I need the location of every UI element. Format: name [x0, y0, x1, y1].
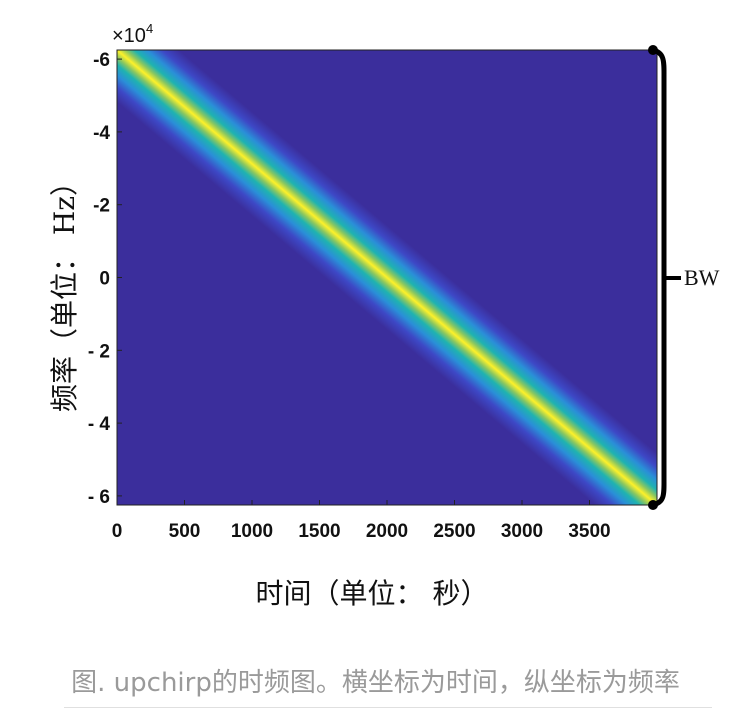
- bw-bracket: [648, 45, 681, 510]
- caption-divider: [64, 707, 712, 708]
- y-axis-ticks: -6 -4 -2 0 - 2 - 4 - 6: [88, 50, 122, 508]
- x-tick-label: 3500: [568, 521, 610, 542]
- x-tick-label: 0: [112, 521, 123, 542]
- x-tick-label: 2500: [433, 521, 475, 542]
- x-axis-label: 时间（单位： 秒）: [256, 577, 489, 610]
- x-tick-label: 1000: [231, 521, 273, 542]
- x-axis-ticks: 0 500 1000 1500 2000 2500 3000 3500: [112, 500, 611, 542]
- bw-label: BW: [684, 265, 720, 290]
- y-multiplier-label: ×104: [112, 21, 153, 47]
- chirp-band: [117, 50, 657, 505]
- y-tick-label: - 6: [88, 487, 110, 508]
- figure-caption: 图. upchirp的时频图。横坐标为时间，纵坐标为频率: [71, 668, 680, 698]
- x-tick-label: 2000: [366, 521, 408, 542]
- x-tick-label: 1500: [298, 521, 340, 542]
- y-tick-label: -4: [93, 123, 110, 144]
- y-tick-label: - 2: [88, 341, 110, 362]
- y-tick-label: -6: [93, 50, 110, 71]
- x-tick-label: 3000: [501, 521, 543, 542]
- y-tick-label: -2: [93, 196, 110, 217]
- y-tick-label: 0: [99, 269, 110, 290]
- y-tick-label: - 4: [88, 414, 111, 435]
- y-multiplier-exponent: 4: [146, 21, 153, 36]
- y-axis-label: 频率（单位： Hz）: [48, 168, 81, 412]
- x-tick-label: 500: [169, 521, 201, 542]
